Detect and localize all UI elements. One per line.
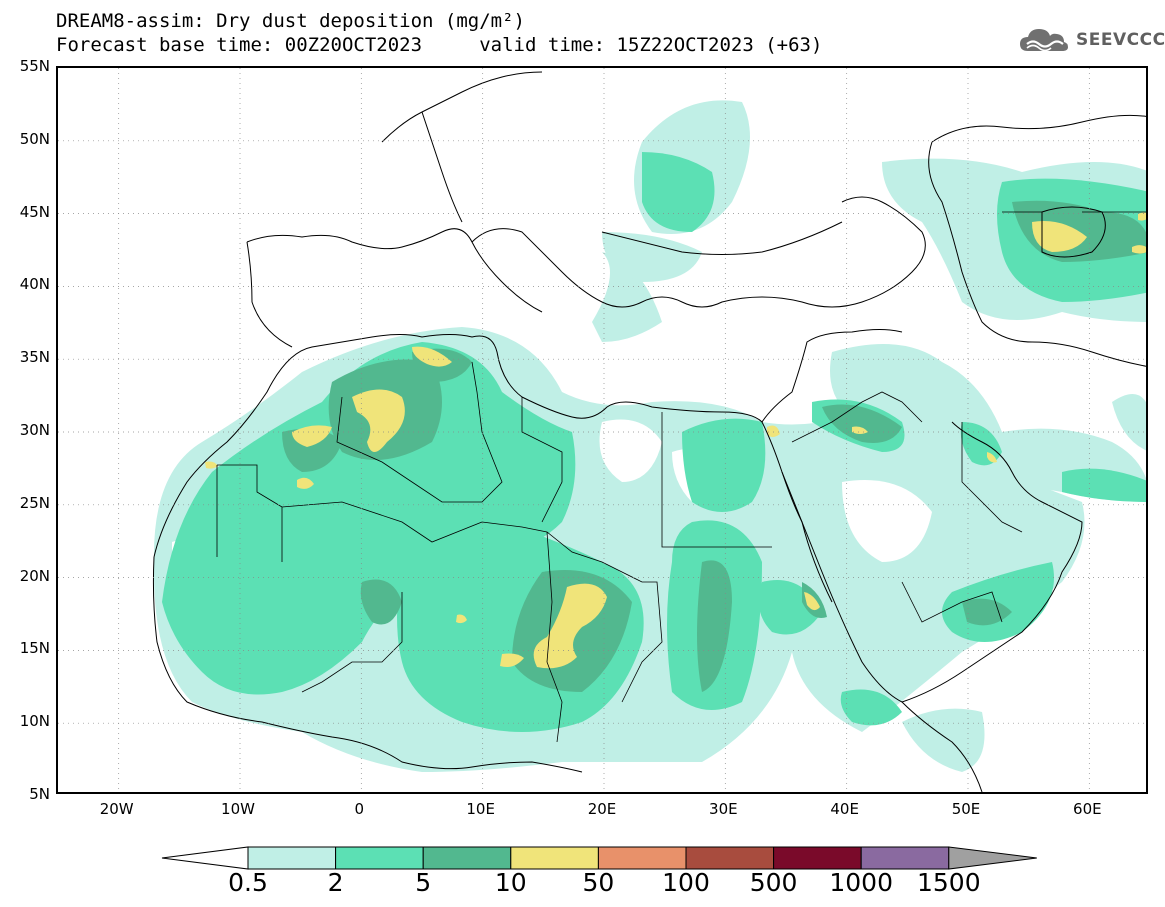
seevccc-logo: SEEVCCC [1018, 24, 1165, 56]
lat-tick-label: 55N [19, 57, 50, 75]
forecast-time-line: Forecast base time: 00Z20OCT2023 valid t… [56, 34, 823, 56]
colorbar-swatch [773, 846, 862, 870]
lat-tick-label: 25N [19, 493, 50, 512]
colorbar-level-label: 1000 [829, 868, 893, 897]
lon-tick-label: 20W [99, 800, 134, 818]
logo-text: SEEVCCC [1076, 30, 1165, 50]
map-title: DREAM8-assim: Dry dust deposition (mg/m²… [56, 10, 525, 32]
lon-tick-label: 60E [1073, 800, 1102, 818]
colorbar-overflow-triangle [948, 846, 1037, 870]
colorbar-swatch [247, 846, 337, 870]
lat-tick-label: 35N [19, 348, 50, 367]
graticule [58, 68, 1146, 792]
colorbar-level-label: 0.5 [228, 868, 268, 897]
lat-tick-label: 20N [19, 566, 50, 585]
lat-tick-label: 30N [19, 421, 50, 439]
borders [216, 211, 1146, 743]
cloud-logo-icon [1020, 29, 1068, 52]
colorbar-swatch [685, 846, 775, 870]
lat-tick-label: 15N [19, 639, 50, 658]
dust-deposition-map [58, 68, 1146, 792]
lat-tick-label: 10N [19, 712, 50, 731]
colorbar-level-label: 10 [494, 868, 527, 897]
lat-tick-label: 45N [19, 202, 50, 221]
colorbar-level-label: 2 [327, 868, 344, 897]
colorbar-swatch [860, 846, 950, 870]
colorbar-level-label: 500 [749, 868, 798, 897]
lat-tick-label: 5N [29, 785, 50, 803]
lon-tick-label: 50E [951, 800, 981, 818]
lon-tick-label: 20E [587, 800, 617, 818]
coastlines [152, 71, 1146, 792]
colorbar-level-label: 5 [415, 868, 432, 897]
map-panel [56, 66, 1148, 794]
lat-tick-label: 40N [19, 275, 50, 294]
lon-tick-label: 0 [354, 800, 365, 818]
lat-tick-label: 50N [19, 129, 50, 148]
colorbar-swatch [510, 846, 599, 870]
contour-10-50 [205, 212, 1146, 669]
lon-tick-label: 10W [221, 800, 255, 818]
colorbar-level-label: 100 [662, 868, 710, 897]
colorbar-level-label: 1500 [916, 868, 981, 897]
colorbar-underflow-triangle [161, 846, 249, 870]
lon-tick-label: 40E [830, 800, 859, 818]
colorbar-swatch [422, 846, 512, 870]
lon-tick-label: 10E [466, 800, 495, 818]
colorbar-swatch [335, 846, 424, 870]
colorbar-swatch [597, 846, 687, 870]
colorbar [161, 846, 1037, 870]
colorbar-level-label: 50 [582, 868, 615, 897]
lon-tick-label: 30E [709, 800, 738, 818]
